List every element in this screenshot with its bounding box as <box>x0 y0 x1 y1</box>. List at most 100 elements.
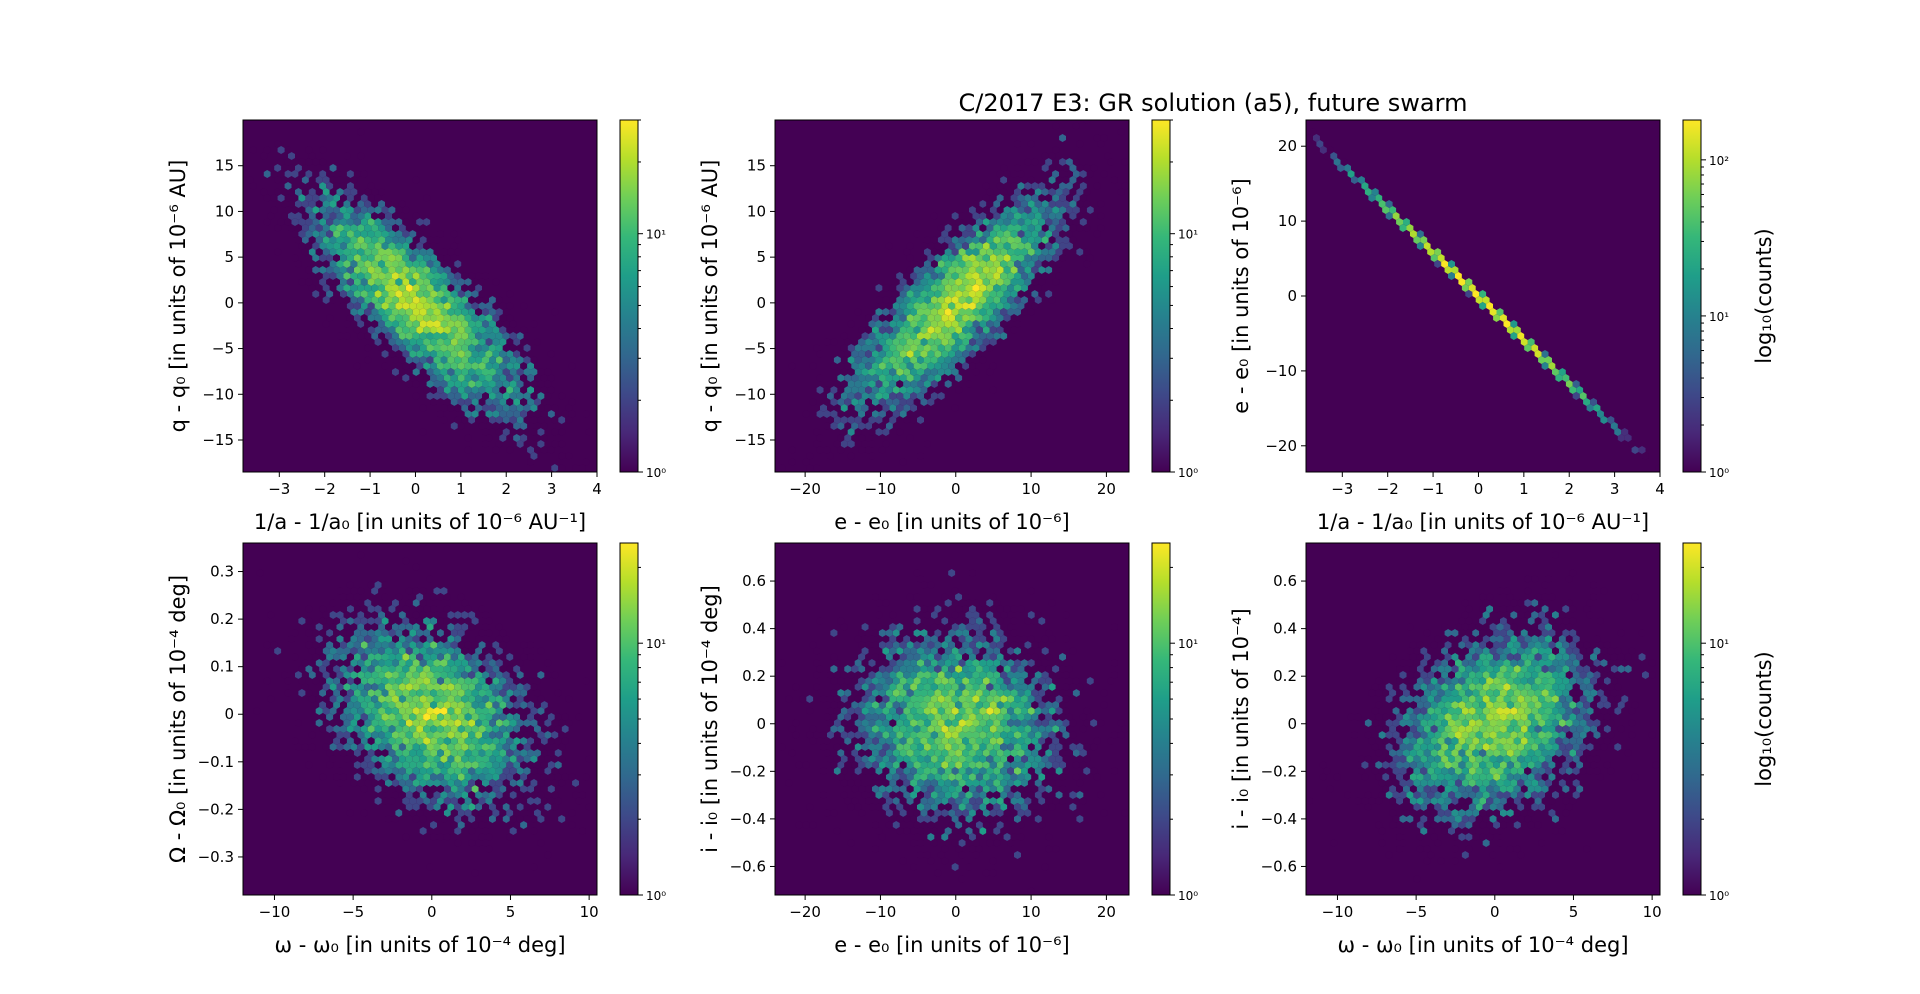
hexbin-cell <box>333 653 340 661</box>
hexbin-cell <box>409 713 417 721</box>
hexbin-cell <box>927 629 935 637</box>
hexbin-cell <box>1021 803 1028 811</box>
hexbin-cell <box>416 593 424 601</box>
hexbin-cell <box>1358 176 1365 184</box>
hexbin-cell <box>1000 200 1008 208</box>
hexbin-cell <box>360 605 368 613</box>
hexbin-cell <box>312 218 320 226</box>
hexbin-cell <box>419 707 427 715</box>
hexbin-cell <box>430 737 437 745</box>
hexbin-cell <box>1027 635 1035 643</box>
hexbin-cell <box>443 314 451 322</box>
hexbin-cell <box>1069 743 1077 751</box>
hexbin-cell <box>267 611 275 619</box>
hexbin-cell <box>1010 725 1018 733</box>
hexbin-cell <box>336 635 344 643</box>
hexbin-cell <box>1486 677 1494 685</box>
hexbin-cell <box>892 737 900 745</box>
hexbin-cell <box>1069 212 1077 220</box>
hexbin-cell <box>906 290 914 298</box>
hexbin-cell <box>298 242 306 250</box>
hexbin-cell <box>1003 290 1011 298</box>
hexbin-cell <box>475 647 482 655</box>
hexbin-cell <box>367 761 375 769</box>
hexbin-cell <box>972 212 980 220</box>
hexbin-cell <box>1534 350 1542 358</box>
hexbin-cell <box>295 164 302 172</box>
hexbin-cell <box>450 761 458 769</box>
hexbin-cell <box>502 671 510 679</box>
hexbin-cell <box>440 767 448 775</box>
hexbin-cell <box>288 635 295 643</box>
hexbin-cell <box>1024 809 1032 817</box>
hexbin-cell <box>516 719 524 727</box>
hexbin-cell <box>917 719 924 727</box>
hexbin-cell <box>920 689 928 697</box>
hexbin-cell <box>509 803 517 811</box>
hexbin-cell <box>982 749 990 757</box>
hexbin-cell <box>878 422 886 430</box>
hexbin-cell <box>281 671 288 679</box>
hexbin-cell <box>951 683 959 691</box>
hexbin-cell <box>1021 200 1028 208</box>
y-tick-label: 0 <box>756 294 766 312</box>
hexbin-cell <box>509 791 517 799</box>
hexbin-cell <box>1496 743 1504 751</box>
hexbin-cell <box>854 356 862 364</box>
hexbin-cell <box>917 575 924 583</box>
hexbin-cell <box>405 599 413 607</box>
y-tick-label: 15 <box>747 157 766 175</box>
hexbin-cell <box>1010 302 1018 310</box>
hexbin-cell <box>1538 719 1545 727</box>
hexbin-cell <box>405 236 413 244</box>
hexbin-cell <box>579 827 586 835</box>
hexbin-cell <box>847 707 855 715</box>
hexbin-cell <box>412 344 420 352</box>
hexbin-cell <box>450 701 458 709</box>
hexbin-cell <box>475 284 482 292</box>
hexbin-cell <box>1027 731 1035 739</box>
hexbin-cell <box>875 296 883 304</box>
hexbin-cell <box>478 326 486 334</box>
hexbin-cell <box>433 368 441 376</box>
hexbin-cell <box>906 593 914 601</box>
hexbin-cell <box>1389 749 1397 757</box>
hexbin-cell <box>986 260 994 268</box>
hexbin-cell <box>409 302 417 310</box>
hexbin-cell <box>941 773 949 781</box>
hexbin-cell <box>1041 719 1049 727</box>
hexbin-cell <box>381 254 389 262</box>
hexbin-cell <box>847 452 855 460</box>
hexbin-cell <box>551 308 559 316</box>
hexbin-cell <box>944 659 952 667</box>
hexbin-cell <box>965 284 973 292</box>
hexbin-cell <box>367 689 375 697</box>
hexbin-cell <box>274 248 282 256</box>
hexbin-cell <box>468 332 476 340</box>
hexbin-cell <box>1562 677 1570 685</box>
hexbin-cell <box>523 719 531 727</box>
hexbin-cell <box>892 677 900 685</box>
hexbin-cell <box>996 254 1004 262</box>
hexbin-cell <box>1017 773 1025 781</box>
hexbin-cell <box>572 464 579 472</box>
hexbin-cell <box>315 176 323 184</box>
hexbin-cell <box>965 767 973 775</box>
hexbin-cell <box>858 398 866 406</box>
hexbin-cell <box>944 260 952 268</box>
hexbin-cell <box>544 755 552 763</box>
hexbin-cell <box>478 773 486 781</box>
hexbin-cell <box>944 647 952 655</box>
hexbin-cell <box>920 761 928 769</box>
hexbin-cell <box>906 653 914 661</box>
hexbin-cell <box>1010 713 1018 721</box>
hexbin-cell <box>464 785 472 793</box>
hexbin-cell <box>1031 218 1039 226</box>
hexbin-cell <box>353 725 361 733</box>
hexbin-cell <box>416 689 424 697</box>
y-axis-label: Ω - Ω₀ [in units of 10⁻⁴ deg] <box>166 575 190 863</box>
hexbin-cell <box>1385 200 1393 208</box>
hexbin-cell <box>513 374 521 382</box>
hexbin-cell <box>878 350 886 358</box>
hexbin-cell <box>482 380 489 388</box>
